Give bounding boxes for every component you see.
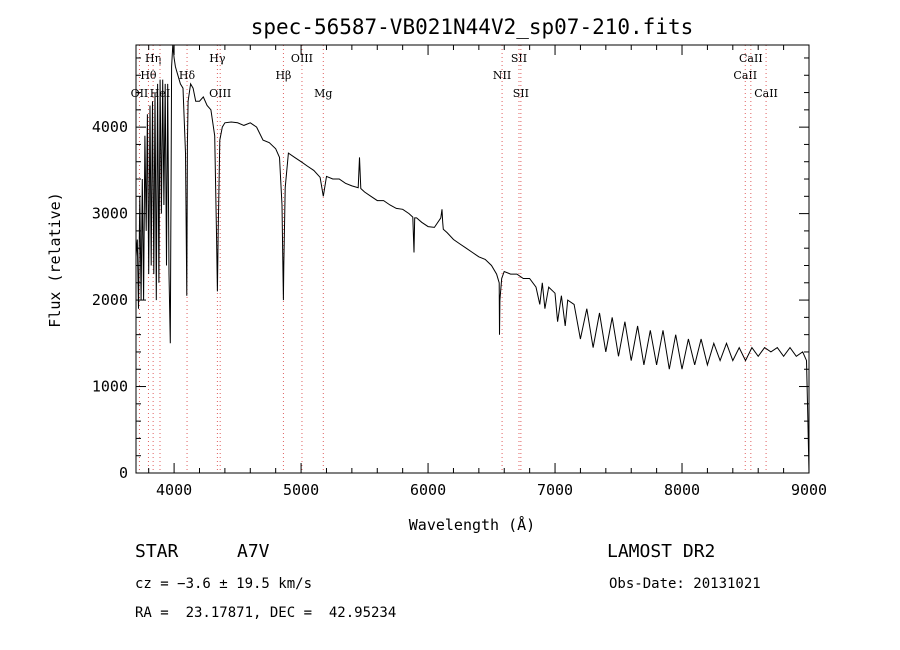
x-tick-label: 7000: [537, 481, 573, 499]
spectral-line-label: Mg: [314, 87, 332, 100]
spectral-line-label: NII: [493, 69, 511, 82]
spectral-line-label: Hβ: [275, 69, 291, 82]
obs-date-text: Obs-Date: 20131021: [609, 576, 761, 592]
coordinates-text: RA = 23.17871, DEC = 42.95234: [135, 605, 397, 621]
plot-frame: [135, 44, 810, 474]
x-axis-label: Wavelength (Å): [409, 515, 535, 534]
spectral-line-label: SII: [511, 52, 527, 65]
spectral-line-label: Hγ: [209, 52, 226, 65]
x-tick-label: 4000: [156, 481, 192, 499]
y-tick-label: 4000: [92, 118, 128, 136]
spectral-line-label: OIII: [291, 52, 313, 65]
chart-title: spec-56587-VB021N44V2_sp07-210.fits: [251, 15, 694, 39]
y-axis-label: Flux (relative): [46, 192, 64, 327]
y-tick-label: 2000: [92, 291, 128, 309]
spectral-line-label: OII: [131, 87, 149, 100]
x-tick-label: 9000: [791, 481, 827, 499]
object-class: STAR: [135, 541, 179, 562]
object-subclass: A7V: [237, 541, 270, 562]
spectral-line-label: CaII: [754, 87, 778, 100]
spectrum-line: [135, 44, 810, 474]
y-tick-label: 3000: [92, 205, 128, 223]
spectral-line-label: CaII: [739, 52, 763, 65]
survey-name: LAMOST DR2: [607, 541, 716, 562]
y-tick-label: 1000: [92, 378, 128, 396]
spectral-line-label: Hδ: [179, 69, 196, 82]
x-tick-label: 6000: [410, 481, 446, 499]
spectral-line-markers: OIIHθHηHeIHδHγOIIIHβOIIIMgNIISIISIICaIIC…: [131, 45, 778, 473]
spectral-line-label: CaII: [733, 69, 757, 82]
spectral-line-label: SII: [513, 87, 529, 100]
axes: 4000 5000 6000 7000 8000 9000 0 1000 2000 3000 400…: [92, 45, 827, 499]
spectral-line-label: OIII: [209, 87, 231, 100]
spectral-line-label: Hθ: [140, 69, 157, 82]
x-tick-label: 5000: [283, 481, 319, 499]
y-tick-label: 0: [119, 464, 128, 482]
spectral-line-label: Hη: [145, 52, 161, 65]
x-tick-label: 8000: [664, 481, 700, 499]
redshift-text: cz = −3.6 ± 19.5 km/s: [135, 576, 313, 592]
